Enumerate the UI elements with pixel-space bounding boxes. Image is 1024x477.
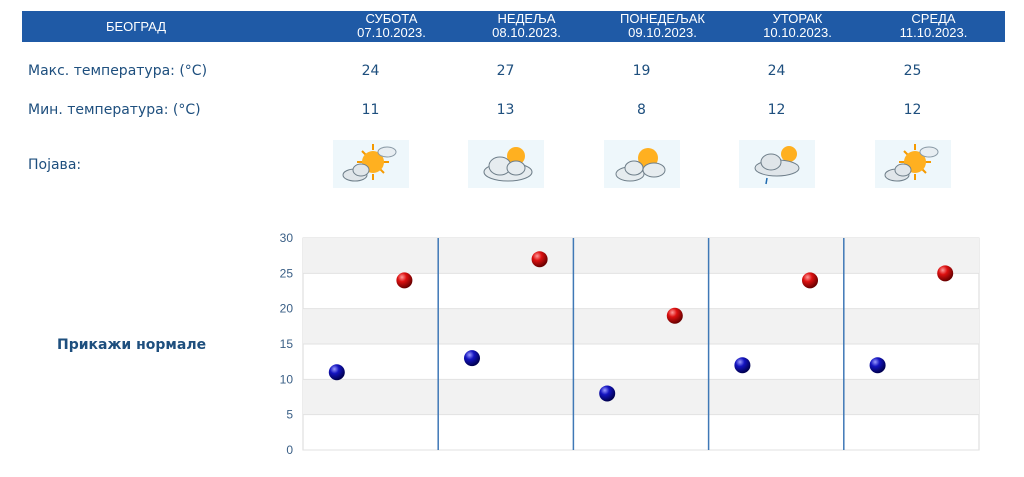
day-dividers [437, 238, 845, 450]
day-date: 07.10.2023. [357, 25, 426, 40]
forecast-header: БЕОГРАД СУБОТА 07.10.2023. НЕДЕЉА 08.10.… [22, 11, 1005, 42]
sun-cloud-icon [875, 140, 951, 188]
day-header-5: СРЕДА 11.10.2023. [866, 12, 1001, 41]
city-name: БЕОГРАД [105, 19, 167, 34]
y-tick-label: 10 [280, 372, 294, 386]
day-name: СУБОТА [365, 11, 418, 26]
min-temp-point [734, 357, 751, 374]
y-axis: 0 5 10 15 20 25 30 [280, 231, 294, 457]
min-temp-point [328, 364, 345, 381]
max-temp-value: 24 [361, 63, 380, 79]
day-date: 10.10.2023. [763, 25, 832, 40]
y-tick-label: 20 [280, 302, 294, 316]
show-normals-link[interactable]: Прикажи нормале [57, 337, 207, 353]
temperature-chart: 0 5 10 15 20 25 30 [280, 231, 980, 457]
day-date: 08.10.2023. [492, 25, 561, 40]
day-header-4: УТОРАК 10.10.2023. [730, 12, 865, 41]
max-temp-label: Макс. температура: (°C) [28, 63, 208, 79]
min-temp-value: 12 [767, 102, 786, 118]
cloud-sun-rain-icon [739, 140, 815, 188]
cloud-sun-icon [468, 140, 544, 188]
max-temp-value: 24 [767, 63, 786, 79]
min-temp-value: 12 [903, 102, 922, 118]
day-header-2: НЕДЕЉА 08.10.2023. [459, 12, 594, 41]
phenomenon-label: Појава: [28, 157, 82, 173]
max-temp-point [802, 272, 818, 289]
max-temp-point [531, 251, 548, 268]
data-points [328, 251, 954, 402]
day-name: СРЕДА [911, 11, 956, 26]
min-temp-value: 8 [637, 102, 646, 118]
day-header-3: ПОНЕДЕЉАК 09.10.2023. [595, 12, 730, 41]
grid-band [303, 238, 979, 274]
day-header-1: СУБОТА 07.10.2023. [324, 12, 459, 41]
max-temp-point [666, 307, 683, 324]
day-date: 09.10.2023. [628, 25, 697, 40]
grid-band [303, 308, 979, 344]
max-temp-value: 25 [903, 63, 922, 79]
y-tick-label: 30 [280, 231, 294, 245]
y-tick-label: 0 [286, 443, 293, 457]
sun-cloud-icon [333, 140, 409, 188]
max-temp-point [937, 265, 954, 282]
min-temp-point [464, 350, 480, 367]
min-temp-value: 13 [496, 102, 515, 118]
max-temp-value: 27 [496, 63, 515, 79]
grid-band [303, 379, 979, 415]
y-tick-label: 25 [280, 266, 294, 280]
min-temp-point [599, 385, 616, 402]
day-name: УТОРАК [772, 11, 823, 26]
min-temp-value: 11 [361, 102, 380, 118]
plot-bands [302, 237, 980, 451]
y-tick-label: 15 [280, 337, 294, 351]
day-date: 11.10.2023. [899, 25, 968, 40]
min-temp-label: Мин. температура: (°C) [28, 102, 201, 118]
min-temp-point [869, 357, 886, 374]
day-name: НЕДЕЉА [497, 11, 556, 26]
cloud-sun-icon [604, 140, 680, 188]
max-temp-value: 19 [632, 63, 651, 79]
day-name: ПОНЕДЕЉАК [620, 11, 705, 26]
y-tick-label: 5 [286, 408, 293, 422]
max-temp-point [396, 272, 413, 289]
